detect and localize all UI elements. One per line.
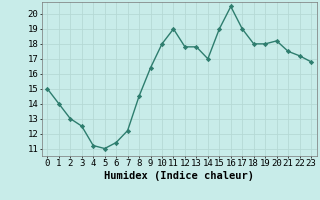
X-axis label: Humidex (Indice chaleur): Humidex (Indice chaleur) [104,171,254,181]
